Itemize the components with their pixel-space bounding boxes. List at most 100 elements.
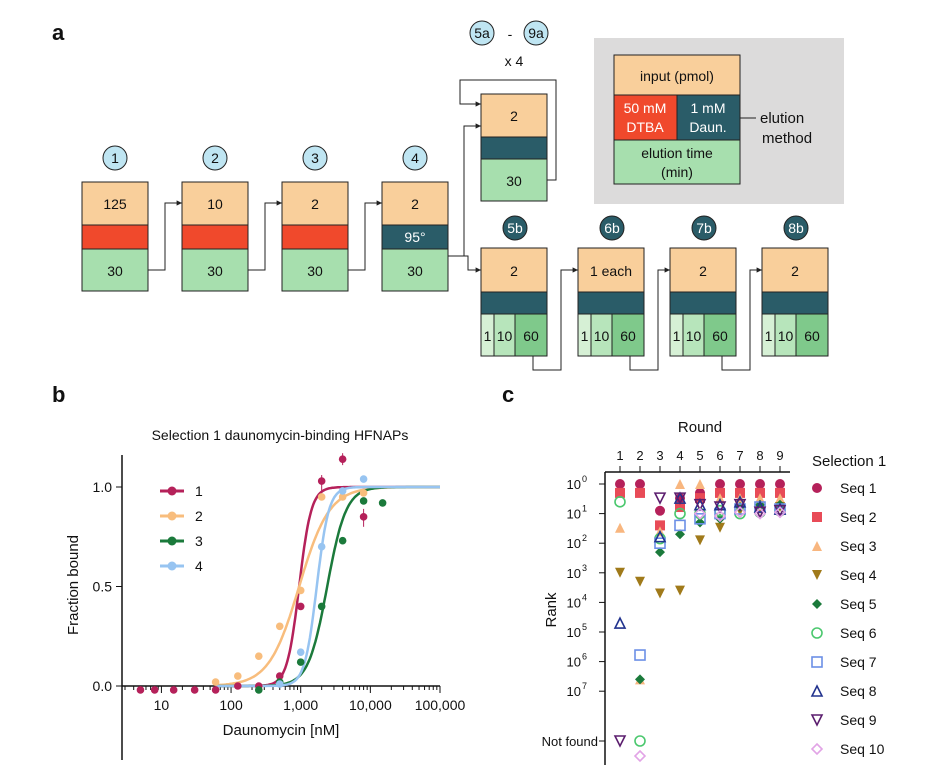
legend-marker (812, 541, 822, 551)
y-tick-base: 10 (567, 566, 581, 581)
data-point (674, 519, 686, 532)
dtba-elution-cell (81, 224, 149, 250)
data-point (673, 492, 687, 505)
elution-time: 60 (620, 328, 636, 344)
elution-time: 30 (207, 263, 223, 279)
data-point (773, 506, 787, 519)
flow-arrowhead (475, 123, 481, 129)
data-point (755, 479, 765, 489)
data-point (378, 499, 387, 507)
data-point (715, 479, 725, 489)
input-cell (81, 181, 149, 226)
legend-method-label: elution (760, 110, 804, 127)
flow-connector (532, 269, 578, 371)
elution-time-cell (281, 248, 349, 292)
x-tick-label: 9 (776, 448, 783, 463)
input-amount: 2 (510, 263, 518, 279)
round-badge-label: 8b (788, 220, 804, 236)
legend-label: 4 (195, 558, 203, 574)
data-point (714, 507, 726, 520)
data-point (755, 493, 765, 504)
elution-time: 10 (594, 328, 610, 344)
elution-time: 10 (778, 328, 794, 344)
x-axis-label: Daunomycin [nM] (223, 722, 340, 739)
legend-label: Seq 6 (840, 625, 877, 641)
data-point (654, 537, 666, 550)
data-point (275, 680, 284, 688)
input-amount: 125 (103, 196, 127, 212)
y-tick-base: 10 (567, 477, 581, 492)
flow-connector (448, 125, 481, 257)
input-cell (761, 247, 829, 293)
data-point (653, 492, 667, 505)
data-point (753, 507, 767, 520)
elution-time: 1 (765, 328, 773, 344)
y-tick-label: 0.0 (93, 678, 113, 694)
y-tick-base: 10 (567, 625, 581, 640)
elution-time-cell (514, 313, 548, 357)
round-badge (469, 20, 495, 46)
data-point (338, 487, 347, 495)
legend-label: Seq 5 (840, 596, 877, 612)
x-tick-label: 8 (756, 448, 763, 463)
daunomycin-elution-cell (761, 291, 829, 315)
not-found-label: Not found (542, 734, 598, 749)
data-point (150, 686, 159, 694)
data-point (338, 493, 347, 501)
elution-time: 30 (506, 173, 522, 189)
y-axis-label: Fraction bound (65, 535, 82, 635)
legend-label: 3 (195, 533, 203, 549)
round-badge (302, 145, 328, 171)
data-point (136, 686, 145, 694)
selection-scheme-diagram: 1 125 30 2 10 30 3 2 30 4 2 95° 30 5a -9ax 4 2 30 input (… (81, 20, 844, 371)
legend-dtba-label: DTBA (626, 119, 664, 135)
flow-connector (721, 269, 762, 371)
daunomycin-elution-cell (480, 291, 548, 315)
data-point (655, 520, 665, 531)
x-tick-label: 10,000 (349, 697, 392, 713)
dtba-elution-cell (281, 224, 349, 250)
heat-temperature: 95° (404, 229, 425, 245)
flow-arrowhead (376, 200, 382, 206)
elution-time: 60 (804, 328, 820, 344)
flow-arrowhead (756, 267, 762, 273)
flow-connector (248, 202, 282, 271)
chart-title: Selection 1 daunomycin-binding HFNAPs (152, 427, 409, 443)
legend-marker (810, 684, 824, 697)
legend-marker (810, 742, 824, 756)
legend-swatch-marker (167, 561, 177, 571)
round-badge (502, 215, 528, 241)
data-point (675, 502, 685, 513)
data-point (635, 487, 645, 498)
data-point (317, 493, 326, 501)
legend-swatch-marker (167, 486, 177, 496)
dtba-elution-cell (181, 224, 249, 250)
data-point (169, 686, 178, 694)
data-point (735, 487, 745, 498)
legend-label: Seq 8 (840, 683, 877, 699)
data-point (674, 507, 686, 520)
daunomycin-elution-cell (577, 291, 645, 315)
data-point (733, 506, 747, 519)
legend-label: Seq 2 (840, 509, 877, 525)
legend-label: 1 (195, 483, 203, 499)
flow-arrowhead (572, 267, 578, 273)
data-point (675, 493, 685, 504)
round-badge (102, 145, 128, 171)
data-point (234, 672, 242, 680)
input-amount: 2 (510, 108, 518, 124)
data-point (296, 602, 305, 611)
data-point (734, 503, 746, 515)
input-amount: 10 (207, 196, 223, 212)
data-point (655, 547, 665, 558)
elution-time: 10 (497, 328, 513, 344)
data-point (653, 529, 667, 543)
data-point (693, 498, 707, 512)
data-point (715, 487, 725, 498)
legend-input-cell (613, 54, 741, 96)
legend-daunomycin-label: Daun. (689, 119, 726, 135)
data-point (735, 479, 745, 489)
y-tick-label: 0.5 (93, 579, 113, 595)
data-point (275, 672, 284, 680)
